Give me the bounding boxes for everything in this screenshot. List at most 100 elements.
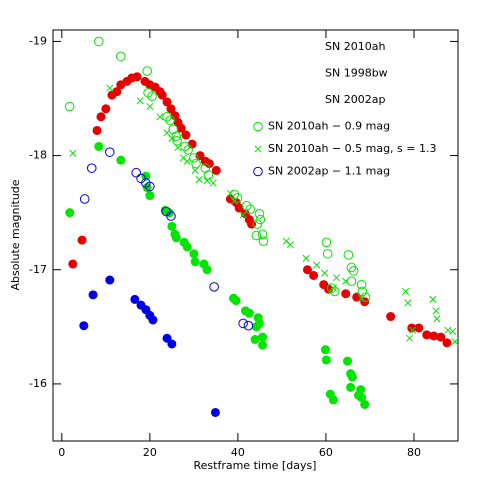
cross-marker (313, 261, 321, 269)
x-axis-label: Restframe time [days] (194, 459, 317, 472)
cross-marker (449, 327, 457, 335)
plot-frame (52, 29, 459, 442)
open-marker (145, 181, 155, 192)
filled-marker (347, 372, 357, 382)
cross-marker (406, 334, 414, 342)
cross-marker (156, 113, 164, 121)
filled-marker (436, 332, 446, 342)
cross-marker (183, 157, 191, 165)
open-marker (64, 101, 75, 112)
filled-marker (346, 382, 356, 392)
filled-marker (354, 390, 364, 400)
cross-marker (209, 179, 217, 187)
filled-marker (422, 330, 432, 340)
cross-marker (302, 254, 310, 262)
open-marker (322, 248, 333, 259)
filled-marker (231, 296, 241, 306)
open-marker (238, 318, 248, 329)
legend-marker (254, 145, 262, 153)
filled-marker (321, 355, 331, 365)
filled-marker (204, 159, 214, 169)
filled-marker (171, 233, 181, 243)
filled-marker (116, 155, 126, 165)
legend-label: SN 2002ap − 1.1 mag (268, 165, 390, 178)
filled-marker (167, 221, 177, 231)
filled-marker (414, 323, 424, 333)
cross-marker (433, 315, 441, 323)
open-marker (172, 135, 182, 146)
filled-marker (105, 275, 115, 285)
filled-marker (258, 332, 268, 342)
open-marker (243, 320, 254, 331)
open-marker (168, 124, 178, 135)
filled-marker (79, 321, 89, 331)
open-marker (183, 145, 193, 155)
cross-marker (404, 299, 412, 307)
open-marker (131, 167, 142, 178)
filled-marker (244, 308, 254, 318)
cross-marker (230, 197, 238, 205)
open-marker (321, 237, 332, 248)
legend-marker (253, 166, 263, 177)
legend-label: SN 2010ah − 0.5 mag, s = 1.3 (268, 142, 436, 155)
filled-marker (341, 289, 351, 299)
open-marker (180, 141, 190, 152)
open-marker (254, 209, 265, 219)
legend-label: SN 2010ah (325, 40, 385, 53)
cross-marker (332, 274, 341, 282)
filled-marker (309, 270, 319, 280)
cross-marker (444, 326, 452, 334)
filled-marker (352, 292, 362, 302)
open-marker (252, 219, 263, 229)
filled-marker (167, 339, 177, 349)
cross-marker (321, 269, 329, 277)
open-marker (357, 286, 368, 297)
filled-marker (360, 399, 370, 409)
cross-marker (358, 294, 366, 302)
filled-marker (320, 345, 330, 355)
filled-marker (92, 125, 102, 135)
open-marker (191, 158, 201, 169)
y-tick-label: -18 (29, 149, 47, 162)
cross-marker (402, 287, 410, 295)
cross-marker (226, 189, 234, 197)
legend-label: SN 1998bw (325, 67, 388, 80)
filled-marker (77, 235, 87, 245)
filled-marker (65, 208, 75, 218)
cross-marker (239, 211, 247, 219)
filled-marker (442, 338, 452, 348)
y-tick-label: -17 (29, 263, 47, 276)
cross-marker (342, 277, 350, 285)
open-marker (209, 282, 219, 292)
filled-marker (112, 87, 122, 97)
filled-marker (182, 242, 192, 252)
filled-marker (141, 171, 151, 181)
filled-marker (250, 334, 260, 344)
open-marker (104, 147, 115, 157)
filled-marker (68, 259, 78, 269)
x-tick-label: 20 (143, 446, 157, 459)
open-marker (232, 193, 243, 203)
open-marker (241, 201, 252, 211)
open-marker (245, 204, 256, 215)
open-marker (166, 211, 176, 221)
cross-marker (174, 144, 182, 152)
filled-marker (132, 72, 142, 82)
open-marker (356, 279, 367, 290)
filled-marker (302, 265, 312, 275)
open-marker (200, 163, 211, 173)
open-marker (171, 131, 182, 141)
cross-marker (191, 166, 199, 174)
open-marker (348, 266, 359, 276)
filled-marker (189, 249, 199, 259)
open-marker (343, 250, 354, 260)
filled-marker (145, 191, 155, 201)
filled-marker (162, 97, 172, 107)
open-marker (258, 236, 269, 247)
y-axis-label: Absolute magnitude (9, 179, 22, 290)
filled-marker (148, 315, 158, 325)
filled-marker (386, 312, 396, 322)
cross-marker (329, 284, 337, 292)
